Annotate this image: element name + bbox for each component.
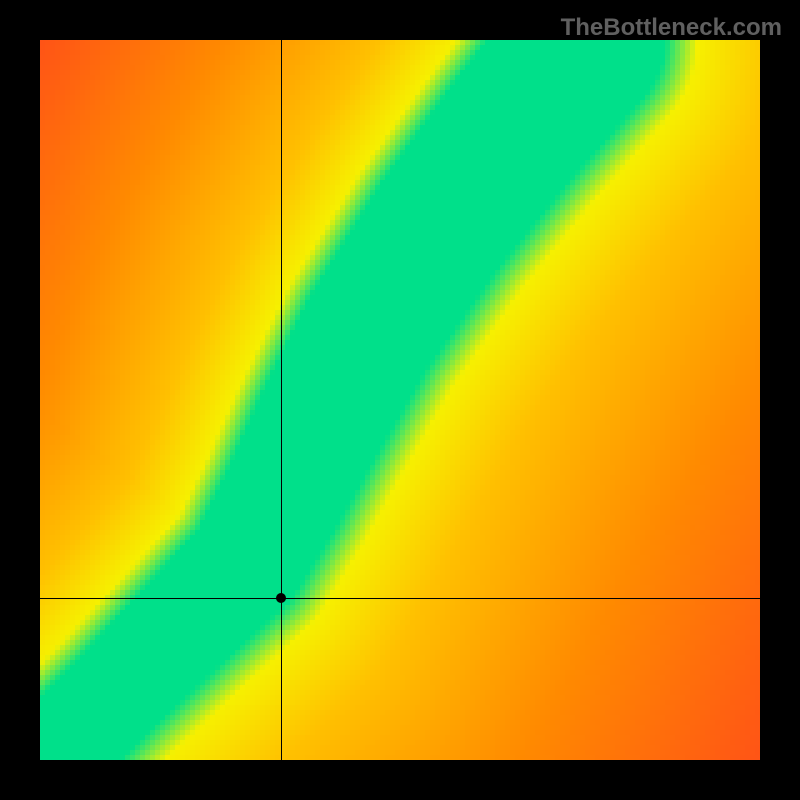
bottleneck-heatmap	[40, 40, 760, 760]
watermark-text: TheBottleneck.com	[561, 14, 782, 42]
crosshair-vertical	[281, 40, 282, 760]
crosshair-horizontal	[40, 598, 760, 599]
crosshair-point	[276, 593, 286, 603]
heatmap-canvas	[40, 40, 760, 760]
